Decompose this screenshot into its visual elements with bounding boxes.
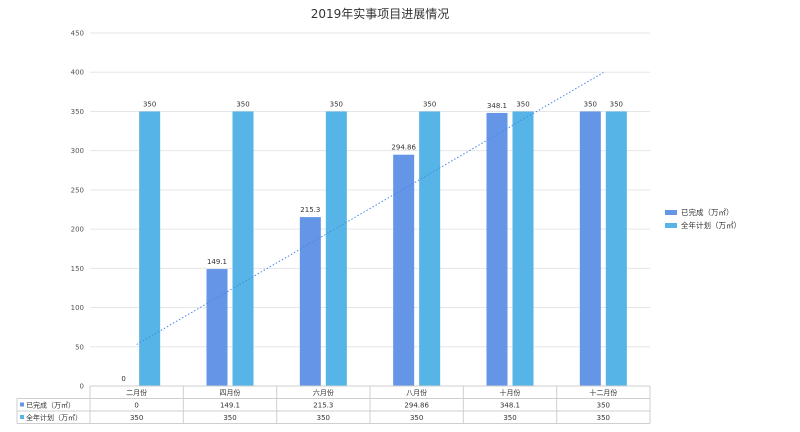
x-category-label: 二月份 (126, 388, 147, 397)
y-tick-label: 50 (75, 343, 84, 351)
bar-plan (419, 111, 441, 386)
table-cell: 350 (410, 414, 423, 422)
table-cell: 350 (317, 414, 330, 422)
legend-label: 全年计划（万㎡） (681, 220, 741, 230)
x-category-label: 十月份 (500, 388, 521, 397)
table-cell: 350 (223, 414, 236, 422)
chart-title: 2019年实事项目进展情况 (311, 6, 450, 21)
bar-completed (393, 154, 415, 386)
data-label: 350 (330, 100, 343, 108)
bar-completed (206, 269, 228, 386)
bar-plan (325, 111, 347, 386)
table-cell: 215.3 (313, 402, 333, 410)
data-label: 294.86 (391, 144, 416, 152)
data-label: 215.3 (300, 206, 320, 214)
table-series-key (20, 402, 24, 407)
y-tick-label: 150 (71, 265, 84, 273)
y-tick-label: 250 (71, 186, 84, 194)
x-category-label: 十二月份 (589, 388, 617, 397)
table-cell: 294.86 (404, 402, 429, 410)
x-category-label: 四月份 (220, 388, 241, 397)
data-label: 350 (236, 100, 249, 108)
table-series-name: 全年计划（万㎡） (26, 413, 82, 422)
x-category-label: 八月份 (406, 388, 427, 397)
bar-plan (232, 111, 254, 386)
y-tick-label: 200 (71, 226, 84, 234)
legend-swatch (665, 210, 677, 215)
data-label: 350 (610, 100, 623, 108)
y-tick-label: 0 (80, 383, 84, 391)
bar-completed (579, 111, 601, 386)
table-cell: 350 (597, 414, 610, 422)
data-label: 350 (423, 100, 436, 108)
table-cell: 348.1 (500, 402, 520, 410)
table-cell: 149.1 (220, 402, 240, 410)
table-cell: 0 (134, 402, 138, 410)
bar-plan (512, 111, 534, 386)
bar-completed (299, 217, 321, 386)
y-tick-label: 300 (71, 147, 84, 155)
table-cell: 350 (597, 402, 610, 410)
bar-plan (139, 111, 161, 386)
data-label: 350 (584, 100, 597, 108)
data-label: 348.1 (487, 102, 507, 110)
table-series-key (20, 415, 24, 419)
table-cell: 350 (503, 414, 516, 422)
bar-plan (605, 111, 627, 386)
legend-label: 已完成（万㎡） (681, 207, 734, 217)
trendline (136, 72, 604, 345)
y-tick-label: 100 (71, 304, 84, 312)
bar-completed (486, 112, 508, 387)
table-cell: 350 (130, 414, 143, 422)
y-tick-label: 350 (71, 108, 84, 116)
data-label: 149.1 (207, 258, 227, 266)
y-tick-label: 400 (71, 69, 84, 77)
table-series-name: 已完成（万㎡） (26, 401, 75, 410)
y-tick-label: 450 (71, 30, 84, 38)
x-category-label: 六月份 (313, 388, 334, 397)
legend-swatch (665, 223, 677, 228)
data-label: 350 (516, 100, 529, 108)
data-label: 350 (143, 100, 156, 108)
data-label: 0 (121, 375, 125, 383)
